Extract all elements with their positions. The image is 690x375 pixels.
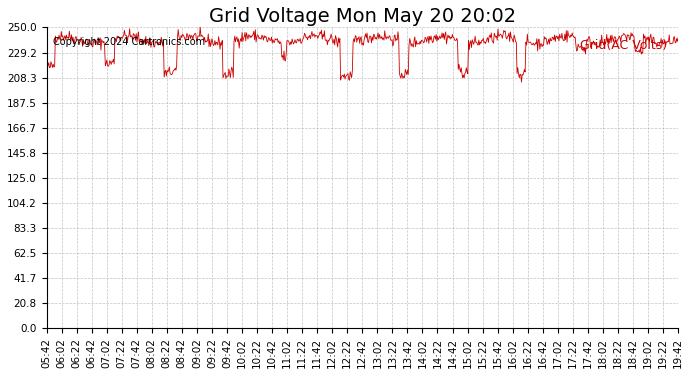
- Grid(AC Volts): [674, 35, 682, 40]
- Title: Grid Voltage Mon May 20 20:02: Grid Voltage Mon May 20 20:02: [209, 7, 516, 26]
- Grid(AC Volts): [449, 35, 457, 40]
- Grid(AC Volts): [147, 45, 155, 50]
- Legend: Grid(AC Volts): Grid(AC Volts): [575, 34, 672, 57]
- Grid(AC Volts): [143, 40, 151, 45]
- Grid(AC Volts): [111, 36, 119, 41]
- Grid(AC Volts): [196, 24, 204, 29]
- Text: Copyright 2024 Cartronics.com: Copyright 2024 Cartronics.com: [53, 36, 205, 46]
- Grid(AC Volts): [42, 64, 50, 69]
- Grid(AC Volts): [518, 80, 526, 84]
- Grid(AC Volts): [106, 58, 114, 63]
- Line: Grid(AC Volts): Grid(AC Volts): [46, 27, 678, 82]
- Grid(AC Volts): [546, 38, 555, 43]
